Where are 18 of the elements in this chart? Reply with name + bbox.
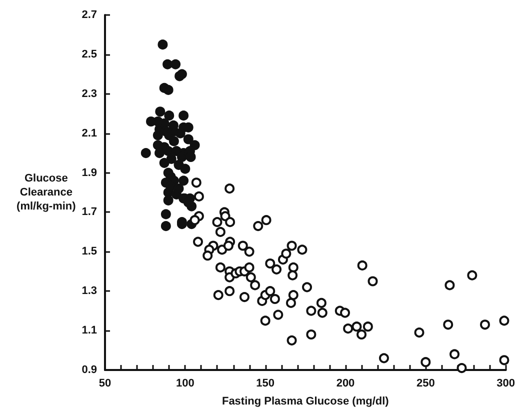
x-tick-label: 50 <box>98 378 112 390</box>
y-tick-label: 1.9 <box>82 166 97 179</box>
y-tick-label: 1.3 <box>82 285 97 298</box>
x-axis-title: Fasting Plasma Glucose (mg/dl) <box>222 396 390 408</box>
x-tick-label: 100 <box>176 378 194 390</box>
y-tick-label: 1.5 <box>82 246 97 258</box>
x-tick-label: 300 <box>496 378 516 390</box>
y-tick-label: 1.1 <box>82 324 97 337</box>
y-tick-label: 2.1 <box>82 127 97 140</box>
x-tick-label: 250 <box>416 378 435 390</box>
y-tick-label: 2.7 <box>82 9 97 21</box>
y-tick-label: 1.7 <box>82 206 97 218</box>
x-tick-label: 150 <box>256 378 275 390</box>
y-tick-label: 2.5 <box>82 48 97 60</box>
y-axis-title: Glucose Clearance (ml/kg-min) <box>16 172 76 212</box>
x-tick-label: 200 <box>336 378 355 390</box>
y-tick-label: 0.9 <box>82 364 97 376</box>
y-tick-label: 2.3 <box>82 88 97 100</box>
